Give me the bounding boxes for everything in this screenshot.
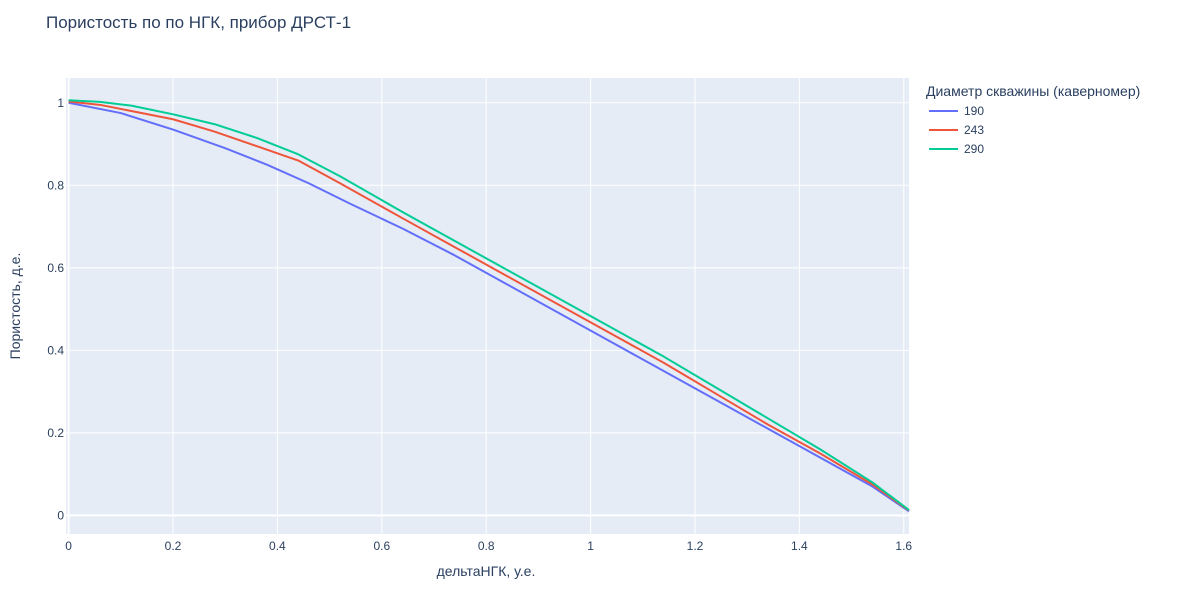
x-axis-ticks: 0 0.2 0.4 0.6 0.8 1 1.2 1.4 1.6 (65, 539, 912, 553)
series-line-243[interactable] (68, 100, 910, 512)
legend-title: Диаметр скважины (каверномер) (926, 83, 1140, 99)
series-lines (68, 99, 910, 513)
x-tick-label: 1 (587, 539, 594, 553)
x-tick-label: 0.4 (269, 539, 286, 553)
y-tick-label: 1 (57, 96, 64, 110)
x-tick-label: 0.2 (165, 539, 182, 553)
legend-item-243[interactable]: 243 (929, 123, 984, 137)
legend-item-190[interactable]: 190 (929, 104, 984, 118)
legend-label: 290 (964, 142, 984, 156)
x-axis-title: дельтаНГК, у.е. (437, 563, 536, 579)
grid (66, 78, 909, 534)
x-tick-label: 0 (65, 539, 72, 553)
y-tick-label: 0 (57, 508, 64, 522)
y-axis-title: Пористость, д.е. (7, 253, 23, 360)
x-tick-label: 1.4 (791, 539, 808, 553)
x-tick-label: 1.6 (895, 539, 912, 553)
series-line-290[interactable] (68, 99, 910, 511)
legend: 190 243 290 (929, 104, 984, 156)
legend-label: 243 (964, 123, 984, 137)
series-line-190[interactable] (68, 101, 910, 513)
x-tick-label: 1.2 (687, 539, 704, 553)
y-tick-label: 0.4 (47, 343, 64, 357)
chart-title: Пористость по по НГК, прибор ДРСТ-1 (46, 13, 351, 32)
legend-label: 190 (964, 104, 984, 118)
plot-background[interactable] (66, 78, 909, 534)
legend-item-290[interactable]: 290 (929, 142, 984, 156)
x-tick-label: 0.6 (373, 539, 390, 553)
y-axis-ticks: 0 0.2 0.4 0.6 0.8 1 (47, 96, 64, 523)
y-tick-label: 0.8 (47, 178, 64, 192)
y-tick-label: 0.6 (47, 261, 64, 275)
y-tick-label: 0.2 (47, 426, 64, 440)
x-tick-label: 0.8 (478, 539, 495, 553)
